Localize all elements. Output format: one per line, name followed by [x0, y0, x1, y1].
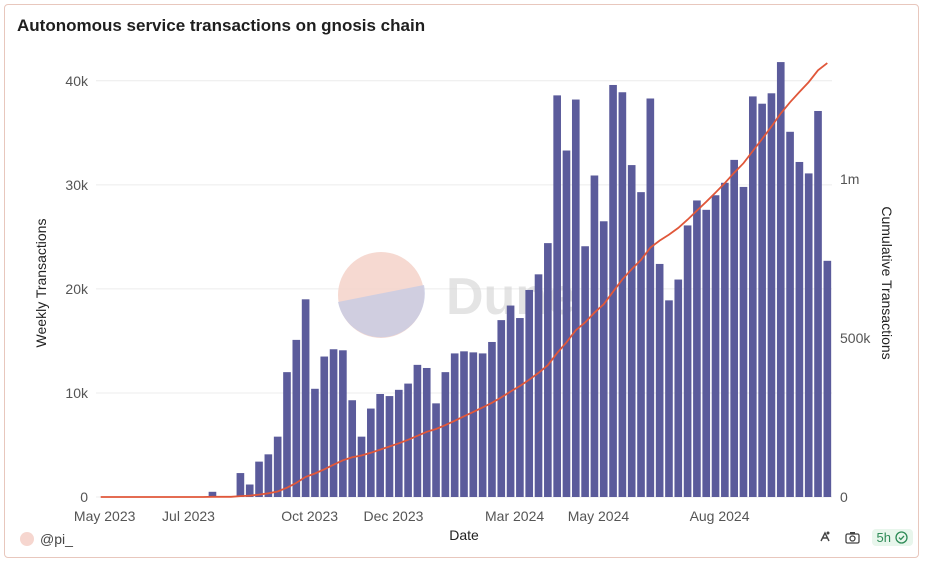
bar [702, 209, 711, 498]
y-tick-label: 10k [65, 385, 89, 401]
bar [758, 103, 766, 497]
y2-tick-label: 500k [840, 330, 871, 346]
y2-tick-label: 1m [840, 171, 859, 187]
bar [506, 305, 515, 497]
freshness-badge[interactable]: 5h [871, 528, 913, 546]
cumulative-line [100, 62, 828, 498]
bar [721, 182, 729, 497]
bar [534, 274, 543, 497]
bar [413, 364, 422, 497]
bar [646, 98, 655, 497]
bar [776, 62, 785, 497]
bar [264, 454, 273, 497]
bar [339, 350, 347, 497]
bar [450, 353, 459, 497]
bar [739, 186, 748, 497]
avatar [20, 532, 34, 546]
fork-icon[interactable] [816, 528, 834, 546]
bar [627, 165, 636, 498]
x-tick-label: May 2023 [74, 508, 136, 524]
bar [329, 349, 338, 497]
y2-tick-label: 0 [840, 489, 848, 505]
bar [516, 318, 524, 497]
bar [273, 436, 282, 497]
bar [357, 436, 366, 497]
bar [460, 351, 468, 497]
bar [599, 221, 608, 497]
bar [823, 260, 832, 497]
author-name: @pi_ [40, 531, 73, 547]
bar [301, 299, 310, 497]
x-tick-label: Mar 2024 [485, 508, 544, 524]
bar [711, 195, 720, 497]
bar [665, 300, 673, 497]
bar [236, 473, 245, 497]
x-tick-label: Jul 2023 [162, 508, 215, 524]
y-tick-label: 20k [65, 281, 89, 297]
bar [311, 388, 319, 497]
bar [674, 279, 683, 497]
bar [488, 341, 496, 497]
bar [748, 96, 757, 498]
bar [208, 491, 217, 497]
bar [814, 110, 822, 497]
bar [376, 393, 384, 497]
bar [786, 131, 794, 498]
bar [571, 99, 580, 498]
check-circle-icon [895, 530, 908, 544]
bar [469, 352, 478, 497]
bar [730, 159, 738, 497]
bar [441, 372, 450, 497]
y-axis-ticks: 0 10k 20k 30k 40k [65, 73, 89, 505]
bar [478, 353, 487, 497]
y2-axis-ticks: 0 500k 1m [840, 171, 871, 505]
bar [283, 372, 291, 497]
author[interactable]: @pi_ [20, 531, 73, 547]
bar [432, 403, 440, 497]
y-tick-label: 0 [80, 489, 88, 505]
x-tick-label: Oct 2023 [281, 508, 338, 524]
bar [581, 246, 589, 497]
bar [562, 150, 571, 497]
freshness-label: 5h [876, 529, 891, 545]
x-axis-title: Date [449, 527, 479, 543]
x-tick-label: Aug 2024 [690, 508, 750, 524]
bar [590, 175, 599, 497]
bar [683, 225, 692, 497]
y-axis-title: Weekly Transactions [33, 219, 49, 348]
camera-icon[interactable] [844, 528, 862, 546]
chart-title: Autonomous service transactions on gnosi… [17, 16, 426, 35]
footer-actions: 5h [816, 528, 913, 546]
bar [348, 400, 357, 497]
bar [544, 243, 552, 497]
x-tick-label: May 2024 [568, 508, 630, 524]
line-series [100, 62, 828, 498]
bar [655, 263, 664, 497]
bar [693, 200, 701, 497]
bar [767, 93, 776, 498]
y-tick-label: 30k [65, 177, 89, 193]
bar [497, 320, 506, 497]
bar [553, 95, 561, 497]
bar [637, 192, 645, 497]
bar [795, 161, 804, 497]
bar [320, 356, 329, 497]
x-tick-label: Dec 2023 [363, 508, 423, 524]
bar [255, 461, 263, 497]
x-axis-ticks: May 2023 Jul 2023 Oct 2023 Dec 2023 Mar 2024… [74, 508, 750, 524]
bar [618, 92, 627, 497]
bar [292, 339, 301, 497]
bar [245, 484, 254, 497]
y2-axis-title: Cumulative Transactions [879, 206, 895, 359]
bar [525, 289, 534, 497]
bar [804, 173, 813, 497]
y-tick-label: 40k [65, 73, 89, 89]
